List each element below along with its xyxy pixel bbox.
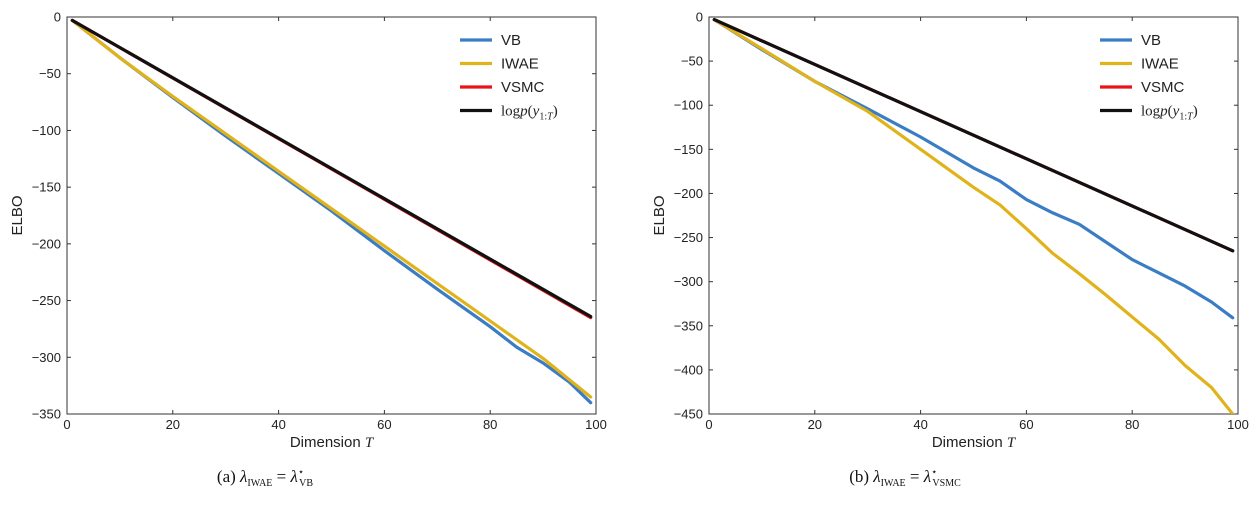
x-tick-label: 20 bbox=[166, 417, 180, 432]
legend-label: VSMC bbox=[1141, 79, 1185, 96]
y-tick-label: −250 bbox=[674, 230, 703, 245]
legend-label: logp(y1:T) bbox=[1141, 104, 1198, 123]
x-tick-label: 0 bbox=[63, 417, 70, 432]
legend-label: VB bbox=[1141, 32, 1161, 49]
x-tick-label: 40 bbox=[913, 417, 927, 432]
y-tick-label: −300 bbox=[674, 274, 703, 289]
y-tick-label: −350 bbox=[674, 318, 703, 333]
x-tick-label: 0 bbox=[705, 417, 712, 432]
y-tick-label: −250 bbox=[32, 293, 61, 308]
y-tick-label: −200 bbox=[32, 236, 61, 251]
y-tick-label: −350 bbox=[32, 407, 61, 422]
legend-label: IWAE bbox=[1141, 56, 1179, 73]
y-axis-label: ELBO bbox=[651, 195, 668, 235]
caption: (b) λIWAE = λ⋆ VSMC bbox=[849, 467, 961, 489]
series-line-log-p-y-1-t- bbox=[712, 18, 1235, 253]
x-axis-label-math: T bbox=[1007, 435, 1017, 451]
series-line-iwae bbox=[712, 18, 1235, 414]
x-tick-label: 20 bbox=[808, 417, 822, 432]
y-tick-label: −300 bbox=[32, 350, 61, 365]
x-tick-label: 80 bbox=[1125, 417, 1139, 432]
x-tick-label: 100 bbox=[585, 417, 607, 432]
x-axis-label-text: Dimension bbox=[290, 434, 365, 451]
legend-label: VSMC bbox=[501, 79, 545, 96]
y-tick-label: 0 bbox=[696, 10, 703, 25]
x-tick-label: 40 bbox=[271, 417, 285, 432]
legend-label: IWAE bbox=[501, 56, 539, 73]
y-tick-label: −450 bbox=[674, 407, 703, 422]
caption: (a) λIWAE = λ⋆ VB bbox=[217, 467, 313, 489]
series-line-iwae bbox=[70, 18, 593, 399]
chart-panel-a: 0 20 40 60 80 100 0 −50 −100 −150 −200 −250 −300 −350… bbox=[9, 10, 607, 490]
y-axis-label: ELBO bbox=[9, 195, 26, 235]
x-axis-label-text: Dimension bbox=[932, 434, 1007, 451]
y-tick-label: −150 bbox=[674, 142, 703, 157]
y-tick-label: −400 bbox=[674, 362, 703, 377]
x-tick-label: 60 bbox=[377, 417, 391, 432]
x-axis-label: Dimension T bbox=[290, 434, 375, 451]
x-tick-label: 100 bbox=[1227, 417, 1249, 432]
y-tick-label: −50 bbox=[39, 66, 61, 81]
x-axis-label: Dimension T bbox=[932, 434, 1017, 451]
legend-label: logp(y1:T) bbox=[501, 104, 558, 123]
x-tick-label: 60 bbox=[1019, 417, 1033, 432]
y-tick-label: 0 bbox=[54, 10, 61, 25]
legend-label: VB bbox=[501, 32, 521, 49]
x-tick-label: 80 bbox=[483, 417, 497, 432]
y-tick-label: −150 bbox=[32, 180, 61, 195]
y-tick-label: −100 bbox=[32, 123, 61, 138]
x-axis-label-math: T bbox=[365, 435, 375, 451]
series-line-log-p-y-1-t- bbox=[70, 18, 593, 319]
chart-panel-b: 0 20 40 60 80 100 0 −50 −100 −150 −200 −250 −300 −350… bbox=[651, 10, 1249, 490]
y-tick-label: −50 bbox=[681, 54, 703, 69]
plot-frame bbox=[708, 16, 1239, 415]
y-tick-label: −100 bbox=[674, 98, 703, 113]
y-tick-label: −200 bbox=[674, 186, 703, 201]
